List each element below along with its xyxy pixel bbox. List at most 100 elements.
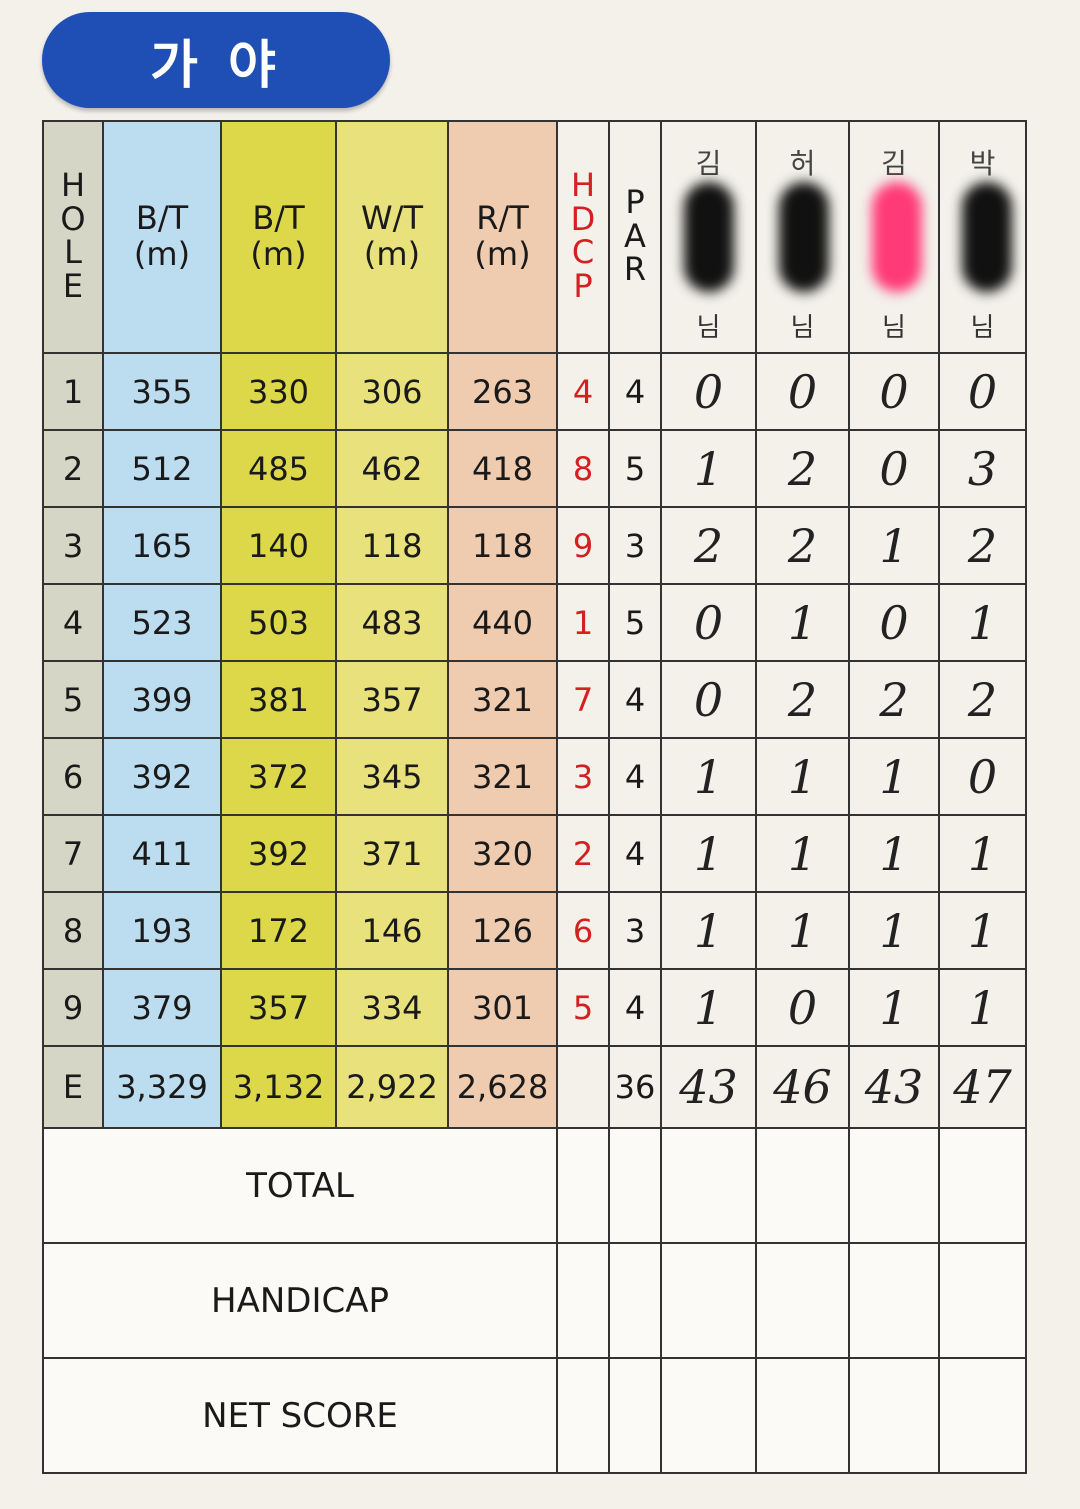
cell <box>848 1242 940 1359</box>
cell <box>848 1357 940 1474</box>
column-header: B/T (m) <box>220 120 337 354</box>
name-blur <box>684 182 734 292</box>
score-cell: 0 <box>660 660 757 739</box>
cell <box>608 1127 662 1244</box>
cell: 372 <box>220 737 337 816</box>
cell: 5 <box>556 968 610 1047</box>
cell <box>556 1045 610 1129</box>
score-cell: 0 <box>938 352 1027 431</box>
distance-total: 3,132 <box>220 1045 337 1129</box>
cell: 330 <box>220 352 337 431</box>
score-cell: 0 <box>938 737 1027 816</box>
cell: 172 <box>220 891 337 970</box>
cell: 399 <box>102 660 222 739</box>
distance-total: 2,628 <box>447 1045 558 1129</box>
cell: 355 <box>102 352 222 431</box>
score-cell: 1 <box>755 583 850 662</box>
cell: 9 <box>556 506 610 585</box>
column-header: B/T (m) <box>102 120 222 354</box>
cell: 379 <box>102 968 222 1047</box>
cell: 5 <box>608 429 662 508</box>
name-blur <box>962 182 1012 292</box>
score-cell: 1 <box>755 814 850 893</box>
column-header-text: B/T (m) <box>133 199 191 273</box>
player-name: 허 <box>789 147 816 180</box>
cell: 4 <box>608 814 662 893</box>
cell: 371 <box>335 814 449 893</box>
cell: 5 <box>608 583 662 662</box>
cell <box>755 1127 850 1244</box>
cell: 462 <box>335 429 449 508</box>
cell: 3 <box>608 891 662 970</box>
cell: 381 <box>220 660 337 739</box>
score-cell: 1 <box>660 891 757 970</box>
cell <box>608 1357 662 1474</box>
column-header: PAR <box>608 120 662 354</box>
footer-row: HANDICAP <box>42 1242 1027 1359</box>
name-blur <box>872 182 922 292</box>
score-cell: 1 <box>848 814 940 893</box>
cell <box>556 1127 610 1244</box>
score-cell: 1 <box>938 583 1027 662</box>
score-cell: 0 <box>755 968 850 1047</box>
cell: 1 <box>42 352 104 431</box>
score-cell: 1 <box>660 429 757 508</box>
player-suffix: 님 <box>696 313 721 343</box>
hole-row: 2 512 485 462 418 8 5 1 2 0 3 <box>42 429 1027 508</box>
score-total: 46 <box>755 1045 850 1129</box>
player-suffix: 님 <box>970 313 995 343</box>
cell: 392 <box>102 737 222 816</box>
player-name: 김 <box>881 147 907 180</box>
header-row: HOLE B/T (m) B/T (m) W/T (m) R/T (m) HDCP PAR 김… <box>42 120 1027 354</box>
score-cell: 3 <box>938 429 1027 508</box>
cell: 8 <box>42 891 104 970</box>
distance-total: 2,922 <box>335 1045 449 1129</box>
cell <box>660 1127 757 1244</box>
score-total: 47 <box>938 1045 1027 1129</box>
cell: 1 <box>556 583 610 662</box>
cell: 440 <box>447 583 558 662</box>
column-header: W/T (m) <box>335 120 449 354</box>
player-name: 박 <box>969 147 996 180</box>
cell: 2 <box>42 429 104 508</box>
column-header: HDCP <box>556 120 610 354</box>
score-cell: 2 <box>938 660 1027 739</box>
column-header: HOLE <box>42 120 104 354</box>
cell: 118 <box>447 506 558 585</box>
score-cell: 1 <box>660 737 757 816</box>
cell: 301 <box>447 968 558 1047</box>
score-cell: 1 <box>938 814 1027 893</box>
hole-row: 8 193 172 146 126 6 3 1 1 1 1 <box>42 891 1027 970</box>
score-cell: 2 <box>755 429 850 508</box>
cell: 334 <box>335 968 449 1047</box>
cell: 392 <box>220 814 337 893</box>
cell: 4 <box>608 352 662 431</box>
cell: 4 <box>608 660 662 739</box>
cell: 6 <box>42 737 104 816</box>
cell: 263 <box>447 352 558 431</box>
score-cell: 0 <box>848 429 940 508</box>
cell <box>755 1242 850 1359</box>
score-cell: 0 <box>660 583 757 662</box>
cell <box>660 1242 757 1359</box>
cell: 503 <box>220 583 337 662</box>
footer-label: HANDICAP <box>42 1242 558 1359</box>
score-cell: 1 <box>848 506 940 585</box>
score-cell: 1 <box>755 737 850 816</box>
cell <box>755 1357 850 1474</box>
column-header-text: R/T (m) <box>474 199 531 273</box>
distance-total: 3,329 <box>102 1045 222 1129</box>
course-title: 가 야 <box>42 12 390 108</box>
cell: 320 <box>447 814 558 893</box>
score-cell: 1 <box>848 737 940 816</box>
score-cell: 1 <box>660 968 757 1047</box>
cell: 193 <box>102 891 222 970</box>
cell <box>556 1357 610 1474</box>
score-total: 43 <box>660 1045 757 1129</box>
score-cell: 2 <box>755 506 850 585</box>
cell: 3 <box>556 737 610 816</box>
